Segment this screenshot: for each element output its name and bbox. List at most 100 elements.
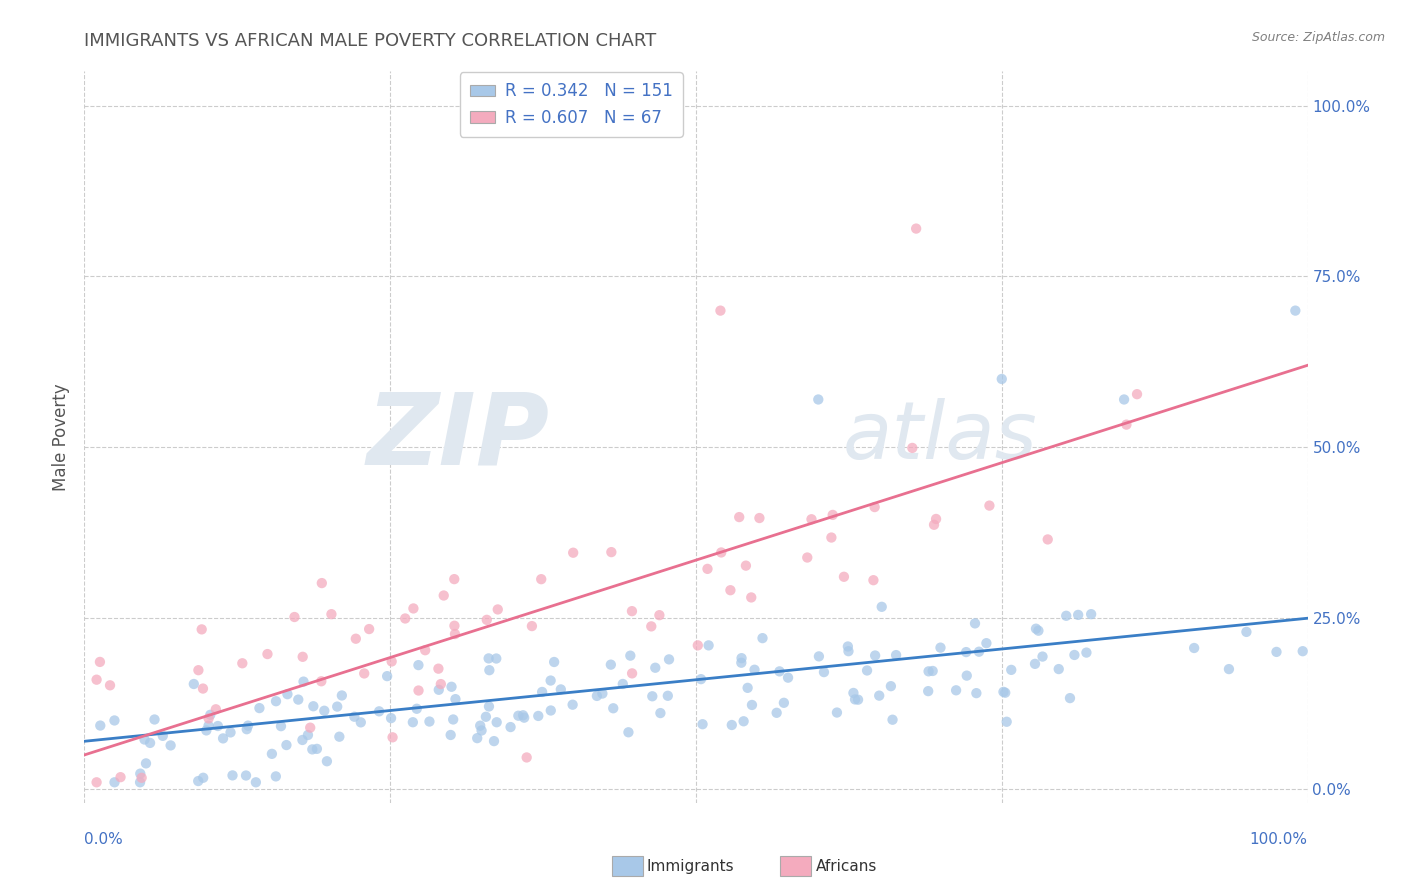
Point [901, 441, 924, 455]
Point [187, 663, 209, 677]
Point [219, 725, 242, 739]
Y-axis label: Male Poverty: Male Poverty [52, 384, 70, 491]
Point [264, 769, 287, 783]
Point [441, 713, 464, 727]
Point [612, 677, 634, 691]
Point [650, 706, 672, 720]
Point [884, 648, 907, 662]
Point [1031, 649, 1053, 664]
Point [380, 711, 402, 725]
Point [686, 639, 709, 653]
Point [648, 608, 671, 623]
Point [291, 649, 314, 664]
Point [499, 720, 522, 734]
Point [1115, 417, 1137, 432]
Point [748, 511, 770, 525]
Point [98, 678, 121, 692]
Point [443, 572, 465, 586]
Point [103, 775, 125, 789]
Point [394, 611, 416, 625]
Point [143, 713, 166, 727]
Point [863, 648, 886, 663]
Point [330, 689, 353, 703]
Point [1025, 622, 1047, 636]
Point [737, 681, 759, 695]
Point [741, 698, 763, 712]
Text: IMMIGRANTS VS AFRICAN MALE POVERTY CORRELATION CHART: IMMIGRANTS VS AFRICAN MALE POVERTY CORRE… [84, 32, 657, 50]
Point [375, 669, 398, 683]
Point [945, 683, 967, 698]
Point [1265, 645, 1288, 659]
Point [444, 692, 467, 706]
Point [368, 704, 391, 718]
Point [1059, 691, 1081, 706]
Point [321, 607, 343, 622]
Point [641, 690, 664, 704]
Point [768, 665, 790, 679]
Point [512, 708, 534, 723]
Point [821, 508, 844, 522]
Point [486, 602, 509, 616]
Point [1284, 303, 1306, 318]
Point [965, 686, 987, 700]
Point [917, 665, 939, 679]
Point [620, 604, 643, 618]
Point [619, 648, 641, 663]
Point [301, 742, 323, 756]
Point [527, 709, 550, 723]
Point [135, 756, 157, 771]
Point [283, 610, 305, 624]
Point [471, 723, 494, 738]
Point [508, 708, 530, 723]
Point [868, 689, 890, 703]
Point [844, 692, 866, 706]
Text: Immigrants: Immigrants [647, 859, 734, 873]
Point [236, 718, 259, 732]
Point [979, 499, 1001, 513]
Point [276, 687, 298, 701]
Point [1054, 608, 1077, 623]
Text: Source: ZipAtlas.com: Source: ZipAtlas.com [1251, 31, 1385, 45]
Point [562, 546, 585, 560]
Text: atlas: atlas [842, 398, 1038, 476]
Point [863, 500, 886, 514]
Point [197, 711, 219, 725]
Point [381, 731, 404, 745]
Point [200, 707, 222, 722]
Point [561, 698, 583, 712]
Point [129, 775, 152, 789]
Point [807, 649, 830, 664]
Point [644, 661, 666, 675]
Point [1067, 607, 1090, 622]
Text: 0.0%: 0.0% [84, 832, 124, 847]
Point [314, 704, 336, 718]
Point [800, 512, 823, 526]
Point [710, 545, 733, 559]
Point [418, 714, 440, 729]
Point [807, 392, 830, 407]
Point [350, 715, 373, 730]
Point [1024, 657, 1046, 671]
Point [591, 687, 613, 701]
Point [540, 673, 562, 688]
Point [207, 719, 229, 733]
Text: ZIP: ZIP [366, 389, 550, 485]
Point [991, 372, 1014, 386]
Point [470, 719, 492, 733]
Point [993, 685, 1015, 699]
Point [1218, 662, 1240, 676]
Point [602, 701, 624, 715]
Point [89, 655, 111, 669]
Point [195, 723, 218, 738]
Point [1076, 646, 1098, 660]
Point [443, 619, 465, 633]
Point [131, 771, 153, 785]
Point [862, 573, 884, 587]
Point [235, 723, 257, 737]
Point [720, 718, 742, 732]
Point [733, 714, 755, 729]
Point [305, 742, 328, 756]
Point [994, 686, 1017, 700]
Point [270, 719, 292, 733]
Point [728, 510, 751, 524]
